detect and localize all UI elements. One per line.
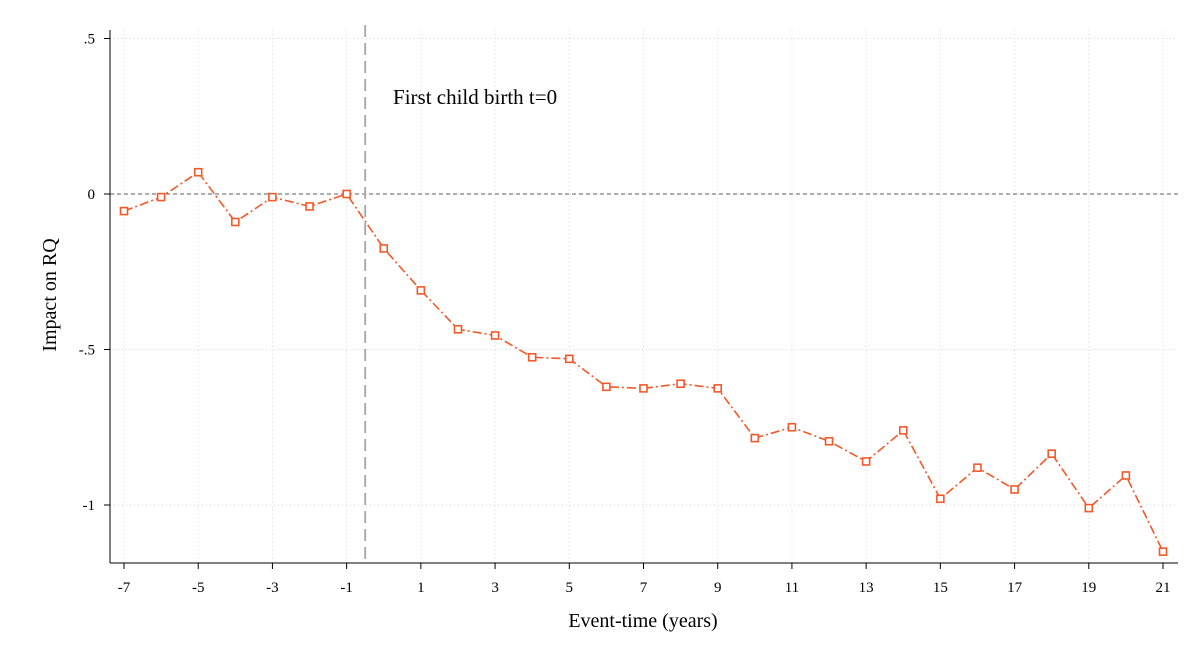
series-line [123,171,1164,552]
data-point [1084,503,1094,513]
x-tick-label: 3 [491,580,499,596]
data-point [1047,449,1056,458]
x-tick-label: -7 [118,580,131,596]
x-tick-label: 11 [785,580,799,596]
data-point [824,436,834,446]
x-tick-label: -5 [192,580,205,596]
data-point [564,354,574,364]
data-point [305,202,314,211]
data-point [379,244,389,253]
x-tick-label: 1 [417,580,425,596]
y-tick-label: .5 [84,32,95,48]
data-point [602,382,611,392]
data-point [119,206,129,216]
data-point [676,379,685,389]
data-point [936,494,945,504]
reference-lines [110,25,1178,563]
data-point [527,352,537,362]
axes [109,30,1178,564]
x-tick-label: 17 [1007,580,1023,596]
x-tick-label: 7 [640,580,648,596]
data-point [1121,471,1131,480]
x-tick-label: 5 [566,580,574,596]
y-axis-title: Impact on RQ [39,238,61,352]
series-layer [119,167,1168,556]
data-point [193,167,203,177]
x-tick-label: 9 [714,580,722,596]
data-point [750,433,760,443]
data-point [231,217,240,227]
data-point [1158,547,1168,556]
annotation-first-child-birth: First child birth t=0 [393,85,557,109]
data-point [713,384,723,393]
data-point [416,286,426,295]
data-point [342,189,351,199]
data-point [453,324,463,334]
data-point [1010,485,1019,494]
x-tick-label: 19 [1081,580,1096,596]
x-axis-title: Event-time (years) [568,610,717,632]
y-tick-label: -1 [83,498,96,514]
data-point [156,192,166,202]
data-point [639,384,648,393]
data-point [898,426,908,435]
x-tick-label: -3 [266,580,279,596]
grid-layer [110,30,1178,563]
data-point [490,331,500,340]
data-point [268,192,277,202]
y-tick-label: 0 [88,187,96,203]
x-tick-label: -1 [340,580,353,596]
x-tick-label: 21 [1156,580,1171,596]
x-tick-label: 15 [933,580,948,596]
data-point [973,463,982,472]
tick-layer: -7 -5 -3 -1 1 3 5 7 9 11 13 15 17 19 21.50-.5-1 [79,32,1171,597]
y-tick-label: -.5 [79,343,95,359]
x-tick-label: 13 [859,580,874,596]
data-point [787,422,797,432]
data-point [861,457,871,466]
